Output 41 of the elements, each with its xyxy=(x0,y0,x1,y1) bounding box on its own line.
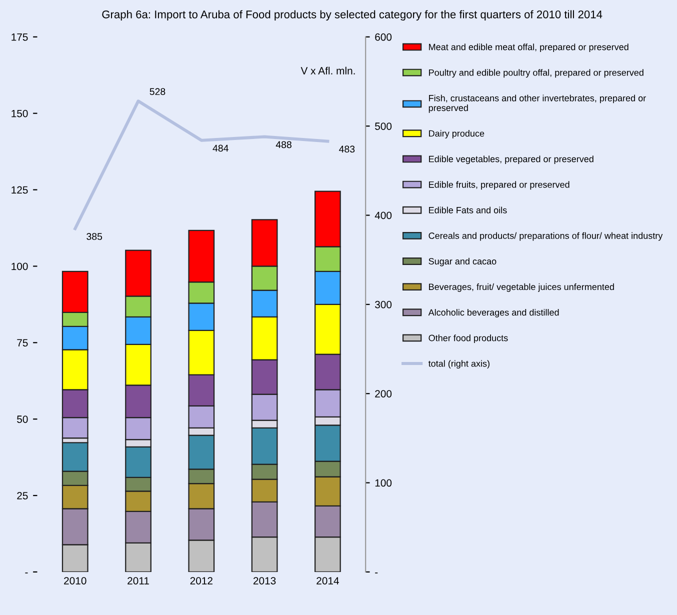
y2-tick-label: 100 xyxy=(375,479,392,487)
legend-label: Meat and edible meat offal, prepared or preserved xyxy=(429,44,628,52)
x-tick-label: 2012 xyxy=(190,577,212,584)
y2-tick-label: 500 xyxy=(375,122,392,130)
legend-label: Edible fruits, prepared or preserved xyxy=(429,181,570,190)
y2-tick-label: - xyxy=(375,572,378,574)
y2-tick-label: 200 xyxy=(375,390,392,398)
line-series xyxy=(74,100,330,230)
x-tick-label: 2014 xyxy=(316,577,339,584)
y2-tick-label: 300 xyxy=(375,300,392,308)
y-tick-label: - xyxy=(25,572,28,574)
annotation: V x Afl. mln. xyxy=(300,66,355,74)
x-tick-label: 2013 xyxy=(253,577,276,584)
legend-label: Other food products xyxy=(428,334,508,343)
y2-tick-label: 600 xyxy=(375,33,392,41)
legend-label: Alcoholic beverages and distilled xyxy=(428,308,559,318)
y-tick-label: 100 xyxy=(12,262,28,270)
legend-label: total (right axis) xyxy=(428,360,490,369)
data-label: 528 xyxy=(150,88,166,96)
data-label: 385 xyxy=(86,233,102,240)
data-label: 483 xyxy=(339,146,355,153)
y2-tick-label: 400 xyxy=(374,212,392,220)
y-tick-label: 50 xyxy=(17,416,28,423)
y-tick-label: 75 xyxy=(17,339,28,347)
y-tick-label: 150 xyxy=(12,110,28,118)
y-tick-label: 25 xyxy=(17,492,28,500)
legend-label: Dairy produce xyxy=(429,130,484,138)
legend-label: Edible Fats and oils xyxy=(429,206,507,214)
x-tick-label: 2011 xyxy=(128,577,149,584)
y-tick-label: 175 xyxy=(12,34,28,41)
data-label: 488 xyxy=(276,141,292,148)
x-tick-label: 2010 xyxy=(64,577,86,584)
legend-label: Cereals and products/ preparations of flour/ wheat industry xyxy=(428,232,663,241)
legend-label: Beverages, fruit/ vegetable juices unfermented xyxy=(429,283,614,292)
legend-label: Sugar and cacao xyxy=(428,258,496,266)
legend-label: Edible vegetables, prepared or preserved xyxy=(429,156,594,164)
legend-label: Poultry and edible poultry offal, prepared or preserved xyxy=(429,69,644,78)
y-tick-label: 125 xyxy=(12,186,28,194)
legend-label: Fish, crustaceans and other invertebrates, prepared or preserved xyxy=(428,94,646,113)
data-label: 484 xyxy=(212,144,228,152)
chart-title: Graph 6a: Import to Aruba of Food products by selected category for the first quarters of 2010 till 2014 xyxy=(102,10,602,21)
